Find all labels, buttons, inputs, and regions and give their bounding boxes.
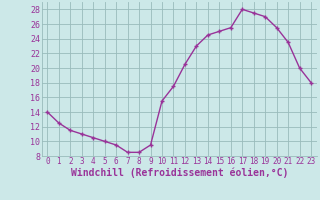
X-axis label: Windchill (Refroidissement éolien,°C): Windchill (Refroidissement éolien,°C)	[70, 168, 288, 178]
